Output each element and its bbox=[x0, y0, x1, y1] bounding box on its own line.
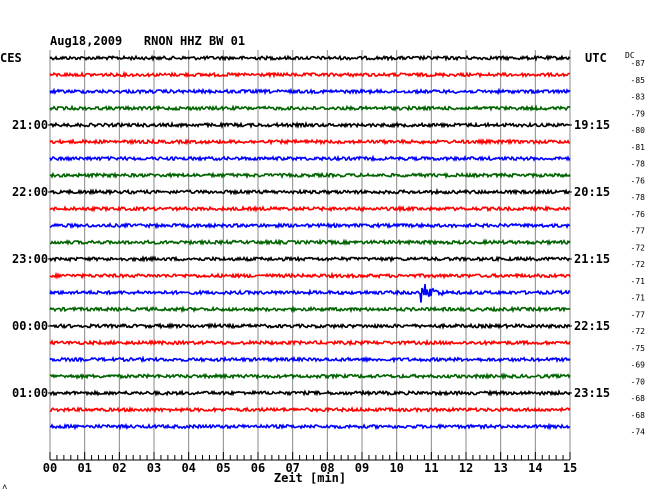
trace-row-17 bbox=[49, 338, 571, 347]
right-time-label: 19:15 bbox=[574, 118, 610, 132]
x-tick-label: 10 bbox=[389, 461, 403, 475]
dc-offset-label: -72 bbox=[631, 327, 646, 336]
right-time-label: 23:15 bbox=[574, 386, 610, 400]
x-tick-label: 06 bbox=[251, 461, 265, 475]
trace-row-4 bbox=[49, 121, 571, 130]
trace-row-1 bbox=[49, 70, 571, 79]
trace-row-7 bbox=[49, 171, 571, 180]
trace-row-22 bbox=[49, 422, 571, 431]
dc-offset-label: -71 bbox=[631, 277, 646, 286]
vertical-gridlines bbox=[49, 50, 571, 460]
trace-row-0 bbox=[49, 54, 571, 62]
dc-offset-label: -70 bbox=[631, 377, 646, 386]
trace-row-6 bbox=[49, 154, 571, 163]
x-tick-label: 07 bbox=[285, 461, 299, 475]
dc-offset-label: -74 bbox=[631, 428, 646, 437]
x-tick-label: 14 bbox=[528, 461, 542, 475]
trace-row-21 bbox=[49, 405, 571, 414]
x-tick-label: 11 bbox=[424, 461, 438, 475]
trace-row-8 bbox=[49, 187, 571, 196]
x-tick-label: 03 bbox=[147, 461, 161, 475]
right-time-labels: 19:15 20:15 21:15 22:15 23:15 bbox=[566, 118, 610, 400]
trace-row-2 bbox=[49, 87, 571, 96]
dc-offset-label: -76 bbox=[631, 176, 646, 185]
x-tick-label: 01 bbox=[77, 461, 91, 475]
trace-row-16 bbox=[49, 322, 571, 330]
dc-offset-label: -79 bbox=[631, 109, 646, 118]
right-time-label: 22:15 bbox=[574, 319, 610, 333]
x-tick-label: 00 bbox=[43, 461, 57, 475]
trace-row-3 bbox=[49, 104, 571, 112]
right-time-label: 21:15 bbox=[574, 252, 610, 266]
trace-row-11 bbox=[49, 238, 571, 247]
x-tick-label: 13 bbox=[493, 461, 507, 475]
left-time-label: 21:00 bbox=[12, 118, 48, 132]
trace-row-15 bbox=[49, 305, 571, 314]
dc-offset-label: -77 bbox=[631, 227, 646, 236]
dc-offset-label: -76 bbox=[631, 210, 646, 219]
x-tick-label: 12 bbox=[459, 461, 473, 475]
corner-mark: ˄ bbox=[2, 483, 7, 493]
left-time-label: 00:00 bbox=[12, 319, 48, 333]
chart-title: Aug18,2009 RNON HHZ BW 01 bbox=[50, 34, 245, 48]
dc-offset-label: -78 bbox=[631, 193, 646, 202]
trace-row-9 bbox=[49, 204, 571, 213]
dc-offset-label: -68 bbox=[631, 394, 646, 403]
dc-offset-label: -68 bbox=[631, 411, 646, 420]
trace-row-13 bbox=[49, 271, 571, 280]
trace-row-5 bbox=[49, 138, 571, 146]
trace-row-18 bbox=[49, 355, 571, 364]
x-axis-label: Zeit [min] bbox=[274, 471, 346, 485]
trace-row-20 bbox=[49, 389, 571, 397]
trace-row-14 bbox=[49, 284, 571, 303]
left-time-label: 22:00 bbox=[12, 185, 48, 199]
x-axis: 00 01 02 03 04 05 06 07 08 09 10 11 12 13 14 15 bbox=[43, 452, 577, 475]
dc-offset-label: -80 bbox=[631, 126, 646, 135]
x-tick-label: 15 bbox=[563, 461, 577, 475]
right-timezone-label: UTC bbox=[585, 51, 607, 65]
dc-offset-label: -75 bbox=[631, 344, 646, 353]
left-timezone-label: CES bbox=[0, 51, 22, 65]
x-tick-label: 09 bbox=[355, 461, 369, 475]
dc-offset-label: -72 bbox=[631, 243, 646, 252]
trace-row-19 bbox=[49, 372, 571, 381]
dc-label: DC bbox=[625, 51, 635, 60]
left-time-label: 23:00 bbox=[12, 252, 48, 266]
dc-offset-label: -72 bbox=[631, 260, 646, 269]
dc-offset-label: -83 bbox=[631, 93, 646, 102]
x-tick-label: 05 bbox=[216, 461, 230, 475]
x-tick-label: 04 bbox=[181, 461, 195, 475]
left-time-labels: 21:00 22:00 23:00 00:00 01:00 bbox=[12, 118, 54, 400]
dc-offset-labels: -87 -85 -83 -79 -80 -81 -78 -76 -78 -76 -77 -72 -72 -… bbox=[631, 59, 646, 437]
left-time-label: 01:00 bbox=[12, 386, 48, 400]
dc-offset-label: -78 bbox=[631, 160, 646, 169]
dc-offset-label: -85 bbox=[631, 76, 646, 85]
dc-offset-label: -71 bbox=[631, 294, 646, 303]
right-time-label: 20:15 bbox=[574, 185, 610, 199]
trace-row-12 bbox=[49, 255, 570, 263]
x-tick-label: 08 bbox=[320, 461, 334, 475]
dc-offset-label: -81 bbox=[631, 143, 646, 152]
seismic-traces bbox=[49, 54, 571, 431]
dc-offset-label: -69 bbox=[631, 361, 646, 370]
dc-offset-label: -77 bbox=[631, 310, 646, 319]
dc-offset-label: -87 bbox=[631, 59, 646, 68]
trace-row-10 bbox=[50, 221, 571, 230]
x-tick-label: 02 bbox=[112, 461, 126, 475]
